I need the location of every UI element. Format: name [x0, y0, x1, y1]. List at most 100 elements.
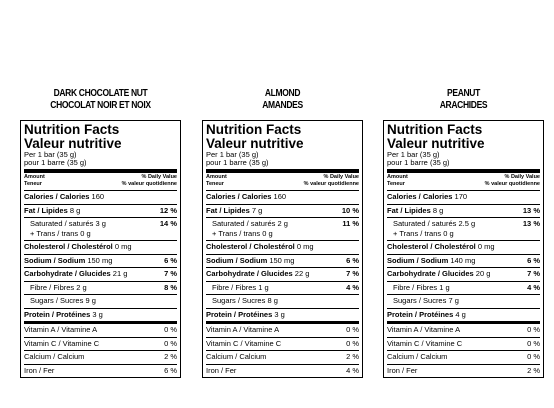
- nutrient-amount: 3 g: [92, 309, 103, 319]
- nutrient-row: Sodium / Sodium 150 mg 6 %: [24, 253, 177, 268]
- vitamin-row: Calcium / Calcium 2 %: [24, 350, 177, 364]
- nutrient-label: Sugars / Sucres 7 g: [387, 295, 459, 308]
- nutrient-name: Sugars / Sucres: [212, 296, 266, 305]
- nutrient-label: Fat / Lipides 8 g: [387, 205, 443, 218]
- daily-value: 11 %: [342, 219, 359, 228]
- header-amount: Amount Teneur: [206, 174, 227, 188]
- nutrient-name: Sugars / Sucres: [393, 296, 447, 305]
- vitamin-name: Vitamin A / Vitamine A: [387, 325, 461, 334]
- serving-size: pour 1 barre (35 g): [206, 158, 269, 167]
- nutrient-name: Carbohydrate / Glucides: [206, 269, 293, 278]
- header-text: % valeur quotidienne: [484, 181, 540, 187]
- nutrient-name: Carbohydrate / Glucides: [387, 269, 474, 278]
- nutrient-label: Saturated / saturés 2 g + Trans / trans 0…: [206, 219, 288, 239]
- nutrient-label: Sodium / Sodium 140 mg: [387, 255, 475, 268]
- vitamin-row: Vitamin C / Vitamine C 0 %: [24, 336, 177, 351]
- table-header: Amount Teneur % Daily Value% valeur quotid…: [206, 173, 359, 191]
- nutrient-row: Carbohydrate / Glucides 22 g 7 %: [206, 267, 359, 281]
- nutrient-name: Calories / Calories: [387, 192, 453, 201]
- nutrient-row: Calories / Calories 160: [206, 191, 359, 204]
- facts-box: Nutrition Facts Valeur nutritive Per 1 bar…: [383, 120, 544, 378]
- vitamin-row: Iron / Fer 4 %: [206, 363, 359, 378]
- product-name-line: PEANUT: [447, 88, 480, 99]
- nutrient-name: Sodium / Sodium: [24, 255, 86, 265]
- nutrient-line: Carbohydrate / Glucides 21 g: [24, 268, 127, 281]
- nutrient-amount: 1 g: [258, 282, 269, 292]
- nutrient-rows: Calories / Calories 160 Fat / Lipides 7 g…: [206, 191, 359, 321]
- header-text: Amount: [387, 174, 408, 180]
- nutrient-row: Carbohydrate / Glucides 21 g 7 %: [24, 267, 177, 281]
- nutrient-line: Carbohydrate / Glucides 22 g: [206, 268, 309, 281]
- facts-title: Nutrition Facts: [206, 122, 302, 137]
- nutrient-row: Sodium / Sodium 140 mg 6 %: [387, 253, 540, 268]
- nutrient-name: Cholesterol / Cholestérol: [24, 242, 113, 251]
- product-name-line: AMANDES: [262, 100, 303, 111]
- nutrient-amount: 0 mg: [114, 242, 132, 251]
- product-name: ALMOND AMANDES: [214, 88, 351, 112]
- nutrient-name: Fat / Lipides: [387, 205, 431, 215]
- nutrient-label: Sugars / Sucres 9 g: [24, 295, 96, 308]
- nutrient-row: Fat / Lipides 7 g 10 %: [206, 203, 359, 218]
- nutrient-label: Calories / Calories 160: [24, 191, 104, 204]
- header-text: Teneur: [24, 181, 42, 187]
- nutrient-row: Sugars / Sucres 7 g: [387, 294, 540, 308]
- nutrition-label: PEANUT ARACHIDES Nutrition Facts Valeur nut…: [383, 88, 544, 378]
- serving-size: Per 1 bar (35 g): [24, 150, 77, 159]
- product-name-line: CHOCOLAT NOIR ET NOIX: [50, 100, 151, 111]
- nutrient-line: Fat / Lipides 8 g: [24, 205, 80, 218]
- nutrient-row: Fat / Lipides 8 g 13 %: [387, 203, 540, 218]
- nutrient-line: Cholesterol / Cholestérol 0 mg: [206, 241, 314, 254]
- nutrient-line: Protein / Protéines 3 g: [24, 309, 103, 322]
- nutrient-amount: 150 mg: [269, 255, 295, 265]
- header-amount: Amount Teneur: [24, 174, 45, 188]
- nutrient-amount: 1 g: [439, 282, 450, 292]
- vitamin-row: Iron / Fer 2 %: [387, 363, 540, 378]
- daily-value: 6 %: [346, 255, 359, 265]
- vitamin-dv: 0 %: [346, 338, 359, 348]
- nutrient-label: Fat / Lipides 8 g: [24, 205, 80, 218]
- vitamin-row: Vitamin C / Vitamine C 0 %: [206, 336, 359, 351]
- nutrient-label: Sugars / Sucres 8 g: [206, 295, 278, 308]
- nutrient-line: Calories / Calories 160: [24, 191, 104, 204]
- nutrient-line: Cholesterol / Cholestérol 0 mg: [387, 241, 495, 254]
- nutrient-name: Calories / Calories: [24, 192, 90, 201]
- daily-value: 10 %: [341, 205, 359, 215]
- nutrient-name: Protein / Protéines: [206, 309, 273, 319]
- header-text: Amount: [206, 174, 227, 180]
- nutrient-row: Fibre / Fibres 1 g 4 %: [387, 280, 540, 295]
- divider: [387, 169, 540, 173]
- nutrient-line: Sugars / Sucres 9 g: [30, 295, 96, 308]
- facts-title: Valeur nutritive: [24, 136, 122, 151]
- nutrient-rows: Calories / Calories 160 Fat / Lipides 8 g…: [24, 191, 177, 321]
- nutrient-name: Sodium / Sodium: [206, 255, 268, 265]
- vitamin-dv: 0 %: [164, 325, 177, 334]
- nutrient-line: Calories / Calories 170: [387, 191, 467, 204]
- vitamin-name: Calcium / Calcium: [387, 352, 448, 361]
- nutrient-amount: 8 g: [267, 296, 278, 305]
- nutrient-row: Sugars / Sucres 8 g: [206, 294, 359, 308]
- nutrient-name: Carbohydrate / Glucides: [24, 269, 111, 278]
- nutrient-amount: 9 g: [85, 296, 96, 305]
- nutrient-amount: 8 g: [69, 205, 81, 215]
- nutrient-amount: 4 g: [455, 309, 466, 319]
- nutrient-trans: + Trans / trans 0 g: [30, 229, 91, 238]
- vitamin-name: Iron / Fer: [24, 365, 55, 375]
- vitamin-row: Vitamin C / Vitamine C 0 %: [387, 336, 540, 351]
- vitamin-dv: 0 %: [527, 352, 540, 361]
- nutrient-label: Sodium / Sodium 150 mg: [206, 255, 294, 268]
- vitamin-row: Calcium / Calcium 2 %: [206, 350, 359, 364]
- serving-size: pour 1 barre (35 g): [24, 158, 87, 167]
- facts-title: Nutrition Facts: [24, 122, 120, 137]
- nutrient-line: Protein / Protéines 3 g: [206, 309, 285, 322]
- header-amount: Amount Teneur: [387, 174, 408, 188]
- nutrient-row: Sodium / Sodium 150 mg 6 %: [206, 253, 359, 268]
- header-text: Teneur: [387, 181, 405, 187]
- nutrient-line: Sodium / Sodium 150 mg: [206, 255, 294, 268]
- header-text: % Daily Value: [141, 174, 177, 180]
- nutrient-label: Cholesterol / Cholestérol 0 mg: [387, 241, 495, 254]
- divider: [24, 169, 177, 173]
- nutrient-line: Carbohydrate / Glucides 20 g: [387, 268, 490, 281]
- table-header: Amount Teneur % Daily Value% valeur quotid…: [24, 173, 177, 191]
